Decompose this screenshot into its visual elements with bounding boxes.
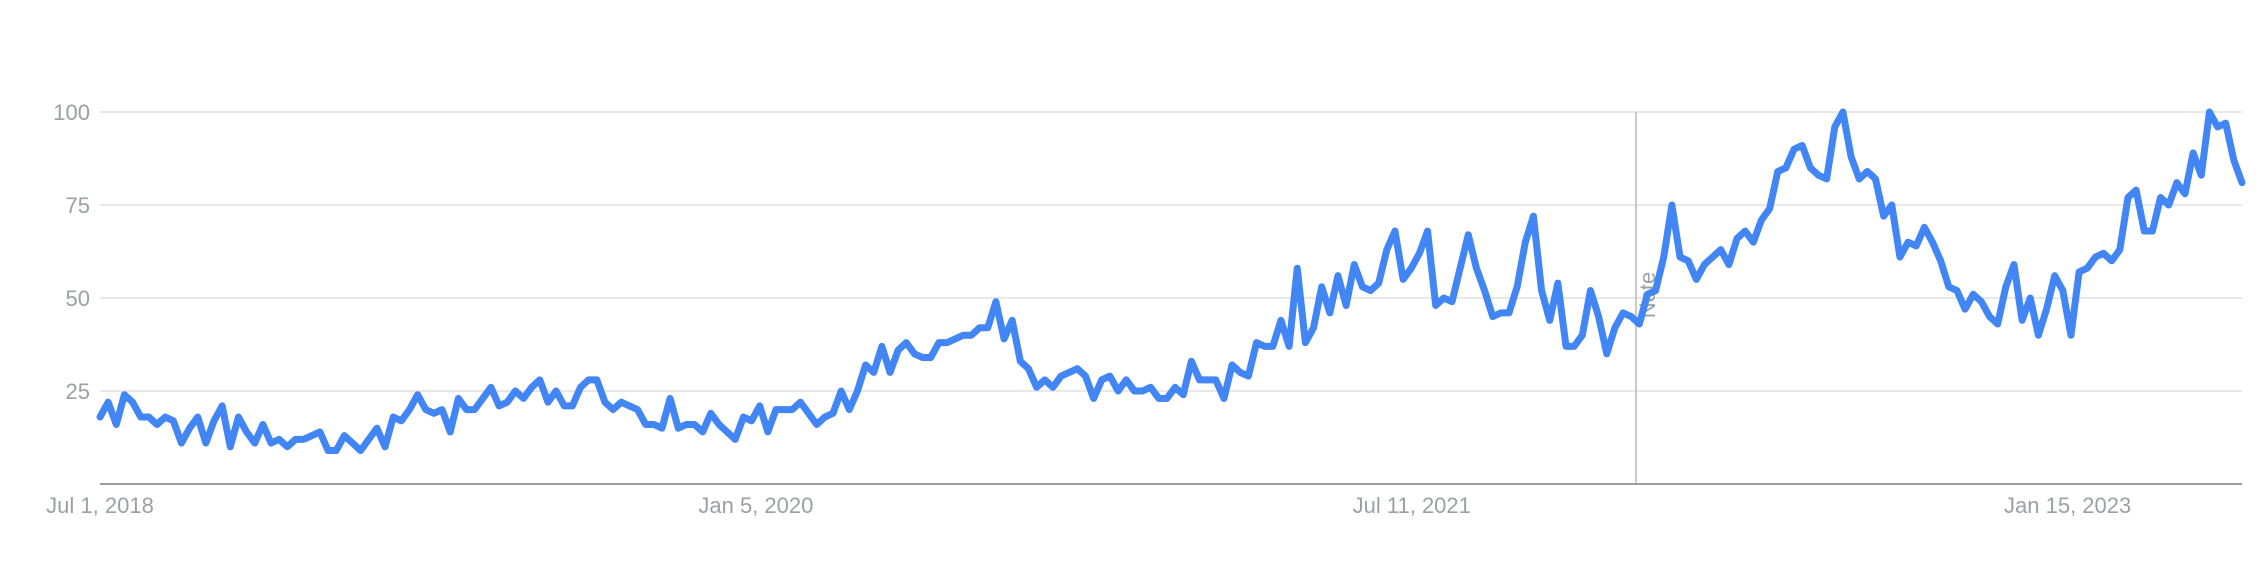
y-tick-label: 100 — [53, 100, 90, 125]
x-tick-label: Jan 15, 2023 — [2004, 493, 2131, 518]
series-line-0 — [96, 108, 2246, 455]
grid-lines — [100, 111, 2242, 392]
y-tick-label: 25 — [66, 379, 90, 404]
y-axis-ticks: 25 50 75 100 — [53, 100, 90, 404]
x-tick-label: Jan 5, 2020 — [698, 493, 813, 518]
series-layer — [96, 108, 2246, 455]
y-tick-label: 50 — [66, 286, 90, 311]
y-tick-label: 75 — [66, 193, 90, 218]
x-tick-label: Jul 1, 2018 — [46, 493, 154, 518]
x-axis-ticks: Jul 1, 2018 Jan 5, 2020 Jul 11, 2021 Jan 15… — [46, 493, 2131, 518]
x-tick-label: Jul 11, 2021 — [1353, 493, 1471, 518]
